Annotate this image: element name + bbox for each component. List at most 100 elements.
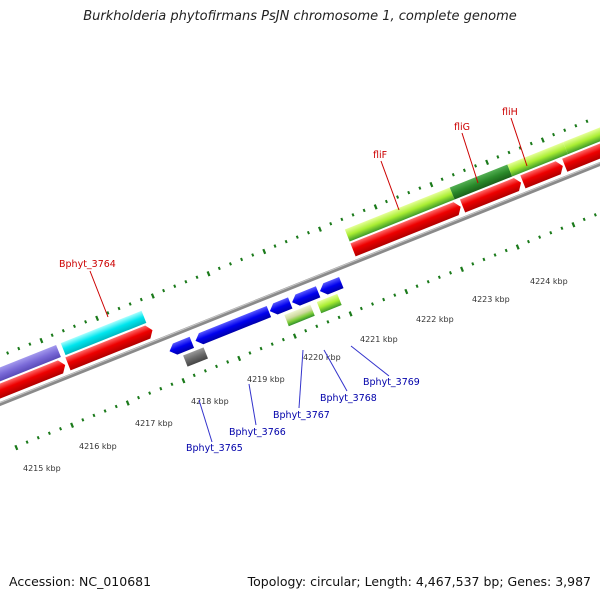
scale-tick (418, 186, 422, 190)
scale-tick (315, 324, 319, 329)
scale-tick (563, 128, 567, 132)
map-title: Burkholderia phytofirmans PsJN chromosom… (83, 9, 517, 24)
scale-tick (549, 230, 553, 235)
feature-bar-fliF[interactable] (344, 187, 455, 242)
gene-arrow-fliH[interactable] (520, 159, 565, 189)
scale-tick (270, 342, 274, 346)
scale-tick (128, 302, 132, 306)
gene-label-Bphyt_3769[interactable]: Bphyt_3769 (363, 377, 420, 388)
feature-bar-fliG[interactable] (449, 164, 513, 200)
leader-line (510, 117, 528, 167)
scale-tick (582, 217, 586, 222)
gene-label-Bphyt_3765[interactable]: Bphyt_3765 (186, 443, 243, 454)
scale-tick (251, 253, 255, 257)
scale-tick (228, 262, 232, 266)
gene-arrow-Bphyt_3768[interactable] (290, 286, 321, 308)
gene-arrow[interactable] (65, 324, 155, 371)
gene-label-Bphyt_3768[interactable]: Bphyt_3768 (320, 393, 377, 404)
gene-arrow[interactable] (0, 359, 68, 404)
feature-bar[interactable] (0, 344, 61, 389)
scale-tick (415, 284, 419, 288)
gene-label-Bphyt_3764[interactable]: Bphyt_3764 (59, 259, 116, 270)
scale-tick (362, 208, 366, 213)
feature-bar[interactable] (563, 123, 600, 155)
scale-tick (304, 328, 308, 333)
scale-tick (84, 320, 88, 324)
scale-tick (81, 418, 85, 422)
gene-label-fliH[interactable]: fliH (502, 107, 518, 118)
scale-label: 4223 kbp (472, 295, 510, 304)
scale-tick (206, 271, 211, 277)
leader-line (198, 399, 213, 443)
scale-tick (373, 204, 378, 210)
scale-tick (106, 311, 110, 315)
feature-bar-fliH[interactable] (507, 142, 568, 177)
scale-tick (181, 377, 186, 384)
scale-label: 4216 kbp (79, 442, 117, 451)
gene-label-fliF[interactable]: fliF (373, 150, 387, 161)
scale-tick (184, 279, 188, 284)
scale-tick (262, 248, 267, 255)
scale-tick (61, 328, 65, 333)
feature-bar[interactable] (316, 293, 342, 314)
scale-tick (306, 230, 310, 235)
scale-tick (437, 275, 441, 280)
gene-arrow[interactable] (562, 139, 600, 172)
gene-label-Bphyt_3767[interactable]: Bphyt_3767 (273, 410, 330, 421)
scale-tick (14, 444, 19, 451)
gene-arrow-fliG[interactable] (459, 176, 524, 213)
scale-tick (382, 297, 386, 302)
gene-arrow-Bphyt_3766[interactable] (193, 305, 272, 346)
scale-tick (159, 386, 163, 391)
scale-tick (39, 337, 44, 344)
forward-label-leaders (89, 117, 528, 318)
scale-label: 4218 kbp (191, 397, 229, 406)
gene-arrow-Bphyt_3769[interactable] (318, 276, 344, 297)
scale-tick (195, 275, 199, 280)
scale-tick (460, 266, 464, 273)
scale-tick (574, 123, 578, 128)
leader-line (323, 349, 348, 392)
scale-tick (215, 364, 219, 369)
scale-tick (404, 288, 409, 295)
scale-tick (351, 213, 355, 217)
leader-line (461, 132, 479, 184)
scale-tick (50, 333, 54, 337)
gene-arrow-Bphyt_3765[interactable] (167, 336, 195, 357)
feature-bar-Bphyt_3764[interactable] (60, 310, 147, 356)
scale-tick (92, 413, 96, 418)
feature-bar[interactable] (183, 347, 208, 367)
scale-tick (538, 235, 542, 239)
scale-tick (527, 239, 530, 244)
scale-tick (47, 431, 51, 436)
scale-tick (281, 337, 285, 342)
scale-tick (17, 346, 21, 351)
scale-tick (348, 311, 353, 317)
scale-tick (504, 248, 508, 253)
scale-tick (507, 150, 511, 155)
gene-label-fliG[interactable]: fliG (454, 122, 470, 133)
scale-label: 4215 kbp (23, 464, 61, 473)
genome-backbone-highlight (0, 149, 600, 411)
scale-tick (571, 221, 576, 228)
gene-label-Bphyt_3766[interactable]: Bphyt_3766 (229, 427, 286, 438)
scale-tick (240, 257, 244, 262)
feature-bar[interactable] (284, 304, 315, 327)
gene-arrow-Bphyt_3767[interactable] (268, 297, 293, 316)
scale-tick (203, 369, 207, 373)
scale-tick (70, 422, 74, 428)
scale-tick (585, 119, 589, 124)
gene-arrow-fliF[interactable] (350, 200, 463, 257)
scale-tick (295, 235, 299, 239)
scale-tick (117, 306, 121, 311)
scale-label: 4217 kbp (135, 419, 173, 428)
scale-tick (552, 132, 556, 137)
scale-tick (248, 351, 252, 355)
scale-tick (217, 266, 221, 271)
leader-line (380, 160, 400, 211)
scale-tick (593, 213, 597, 217)
scale-tick (150, 293, 155, 299)
scale-tick (496, 155, 500, 159)
scale-tick (429, 181, 434, 188)
